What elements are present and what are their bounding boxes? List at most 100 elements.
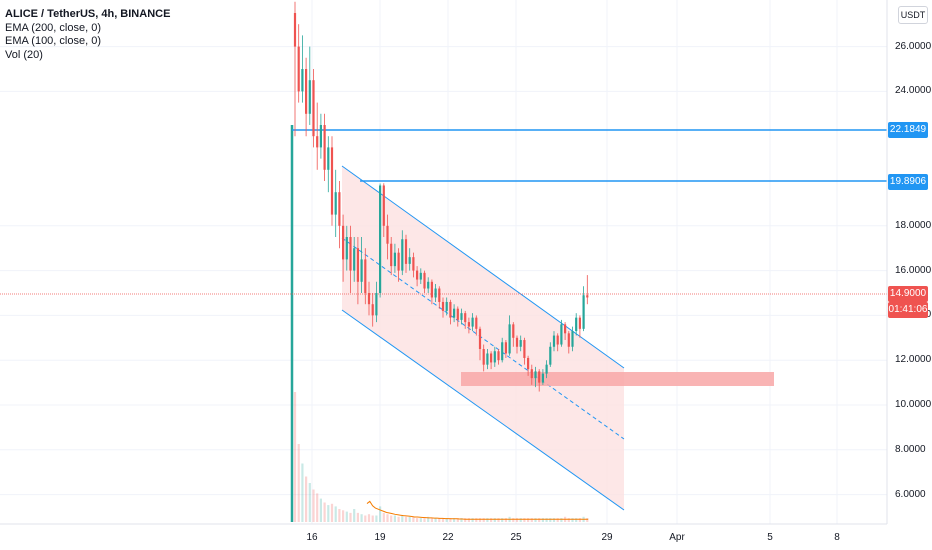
channel-mid-line[interactable] <box>341 237 625 440</box>
volume-bar <box>430 518 433 522</box>
candle-body <box>497 351 500 361</box>
candle-body <box>541 373 544 383</box>
time-tick-label: 5 <box>767 532 773 543</box>
candle-body <box>345 237 348 260</box>
volume-bar <box>356 512 359 522</box>
candle-body <box>490 353 493 363</box>
volume-bar <box>390 515 393 522</box>
candle-body <box>467 322 470 327</box>
volume-bar <box>330 503 334 522</box>
price-tick-label: 24.0000 <box>895 85 932 97</box>
countdown-tag: 01:41:06 <box>888 302 928 318</box>
volume-bar <box>408 516 411 522</box>
candle-body <box>586 295 589 298</box>
candle-body <box>519 340 522 347</box>
volume-bar <box>497 518 500 522</box>
candle-body <box>575 317 578 332</box>
volume-bar <box>397 516 400 522</box>
candle-body <box>338 192 341 226</box>
candle-body <box>482 349 485 365</box>
volume-bar <box>482 518 485 522</box>
candle-body <box>342 225 345 260</box>
indicator-ema100[interactable]: EMA (100, close, 0) <box>5 35 101 47</box>
candle-body <box>445 301 448 311</box>
candle-body <box>375 293 378 316</box>
candle-body <box>386 225 389 244</box>
descending-channel[interactable] <box>342 166 624 510</box>
price-tick-label: 10.0000 <box>895 399 932 410</box>
candle-body <box>552 335 556 347</box>
time-tick-label: 19 <box>374 532 386 543</box>
volume-bar <box>386 514 389 522</box>
candle-body <box>534 371 537 379</box>
symbol-title[interactable]: ALICE / TetherUS, 4h, BINANCE <box>5 8 171 20</box>
volume-bar <box>367 514 371 522</box>
candle-body <box>434 288 437 298</box>
candle-body <box>430 281 433 298</box>
candle-body <box>493 351 496 363</box>
volume-bar <box>371 515 374 522</box>
volume-bar <box>375 515 378 522</box>
candle-body <box>453 308 456 318</box>
volume-bar <box>323 502 326 522</box>
volume-bar <box>441 518 445 522</box>
price-tick-label: 8.0000 <box>895 443 926 455</box>
volume-bar <box>423 518 426 522</box>
candle-body <box>578 317 581 329</box>
price-tick-label: 26.0000 <box>895 40 932 52</box>
currency-button[interactable]: USDT <box>898 6 928 24</box>
candle-body <box>364 259 367 293</box>
channel-lower-line[interactable] <box>341 309 625 511</box>
volume-bar <box>412 516 415 522</box>
candle-body <box>449 301 452 318</box>
price-tick-label: 16.0000 <box>895 264 932 276</box>
volume-bar <box>379 506 382 522</box>
channel-upper-line[interactable] <box>341 165 625 369</box>
volume-bar <box>327 505 330 522</box>
candle-body <box>412 257 415 271</box>
candle-body <box>538 371 541 383</box>
level-tag-22: 22.1849 <box>888 122 928 138</box>
volume-bar <box>575 518 578 522</box>
volume-bar <box>312 489 315 522</box>
volume-bar <box>504 518 507 522</box>
volume-bar <box>308 483 311 522</box>
candle-body <box>297 46 300 92</box>
volume-bar <box>493 518 496 522</box>
candle-body <box>545 364 548 374</box>
volume-bar <box>490 518 493 522</box>
volume-bar <box>305 476 308 522</box>
candle-body <box>379 185 382 293</box>
volume-bar <box>393 515 396 522</box>
candle-body <box>556 335 559 345</box>
candle-body <box>504 342 507 354</box>
candle-body <box>427 281 430 289</box>
volume-bars <box>293 392 589 522</box>
volume-bar <box>545 518 548 522</box>
candle-body <box>312 80 315 137</box>
volume-bar <box>556 518 559 522</box>
volume-bar <box>519 518 522 522</box>
volume-bar <box>449 518 452 522</box>
candle-body <box>301 69 304 92</box>
volume-bar <box>541 518 544 522</box>
volume-bar <box>297 444 300 522</box>
price-tick-label: 18.0000 <box>895 219 932 231</box>
indicator-ema200[interactable]: EMA (200, close, 0) <box>5 21 101 34</box>
candle-body <box>441 301 445 311</box>
ema-line <box>366 500 589 520</box>
volume-bar <box>478 518 482 522</box>
time-tick-label: 22 <box>442 532 454 543</box>
volume-bar <box>353 509 356 522</box>
candle-body <box>393 252 396 267</box>
support-zone[interactable] <box>461 372 774 386</box>
candle-body <box>334 192 337 215</box>
candle-body <box>371 304 374 316</box>
volume-bar <box>523 518 526 522</box>
candle-body <box>564 324 567 334</box>
volume-bar <box>342 510 345 522</box>
indicator-vol[interactable]: Vol (20) <box>5 48 43 61</box>
volume-bar <box>334 506 337 522</box>
candle-body <box>508 324 511 354</box>
